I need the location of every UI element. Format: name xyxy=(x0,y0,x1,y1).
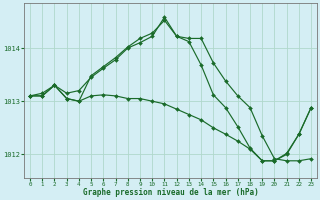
X-axis label: Graphe pression niveau de la mer (hPa): Graphe pression niveau de la mer (hPa) xyxy=(83,188,259,197)
